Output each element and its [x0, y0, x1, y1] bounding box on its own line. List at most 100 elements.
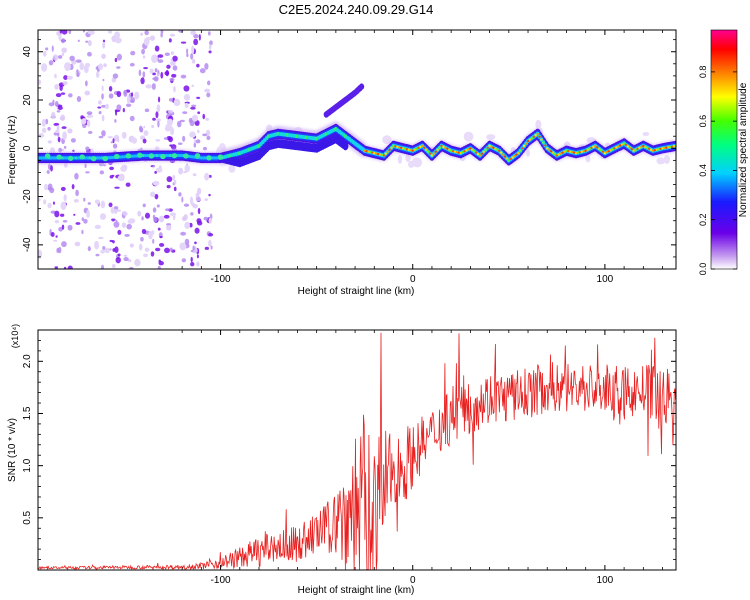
spectrogram-trace-peak	[547, 148, 551, 151]
snr-scale-label: (x10⁴)	[10, 324, 20, 348]
spectrogram-frame	[37, 29, 677, 270]
spectrogram-trace-peak	[453, 150, 457, 153]
spectrogram-trace-peak	[405, 148, 409, 151]
spectrogram-noise-blob	[157, 227, 161, 231]
spectrogram-noise-blob	[168, 38, 172, 43]
spectrogram-x-tick-label: 0	[410, 274, 416, 285]
spectrogram-trace-peak	[582, 150, 585, 153]
spectrogram-trace-peak	[415, 147, 418, 150]
spectrogram-trace-peak	[451, 150, 455, 153]
spectrogram-noise-blob	[110, 141, 114, 144]
spectrogram-trace-peak	[588, 147, 591, 150]
spectrogram-noise-blob	[52, 201, 55, 205]
spectrogram-noise-speck	[100, 200, 106, 209]
spectrogram-noise-blob	[108, 93, 114, 99]
spectrogram-halo-speck	[585, 155, 591, 163]
spectrogram-noise-blob	[86, 111, 93, 115]
spectrogram-trace-peak	[486, 146, 489, 149]
spectrogram-trace-peak	[526, 139, 530, 143]
spectrogram-trace-spot	[160, 153, 166, 160]
spectrogram-noise-speck	[166, 118, 174, 126]
spectrogram-noise-blob	[74, 241, 81, 247]
spectrogram-trace-spot	[137, 152, 143, 158]
spectrogram-halo-speck	[535, 119, 542, 130]
spectrogram-x-tick-label: 100	[597, 274, 614, 285]
spectrogram-trace-peak	[459, 152, 462, 155]
spectrogram-noise-blob	[67, 265, 73, 269]
spectrogram-noise-blob	[130, 50, 136, 56]
spectrogram-trace-peak	[432, 152, 436, 155]
spectrogram-trace-peak	[607, 150, 610, 153]
spectrogram-noise-blob	[73, 198, 79, 203]
spectrogram-noise-blob	[101, 53, 106, 60]
spectrogram-noise-speck	[131, 137, 138, 144]
spectrogram-noise-blob	[190, 212, 194, 216]
spectrogram-trace-peak	[371, 151, 374, 154]
spectrogram-noise-blob	[206, 80, 211, 86]
spectrogram-noise-speck	[64, 62, 71, 72]
spectrogram-trace-peak	[628, 146, 632, 149]
spectrogram-noise-blob	[116, 90, 122, 98]
spectrogram-noise-blob	[207, 31, 211, 36]
spectrogram-noise-speck	[99, 213, 107, 220]
spectrogram-noise-blob	[195, 139, 201, 144]
spectrogram-trace-peak	[467, 148, 470, 151]
spectrogram-noise-speck	[94, 224, 101, 229]
spectrogram-noise-speck	[127, 219, 133, 224]
spectrogram-noise-blob	[186, 48, 189, 55]
spectrogram-trace-spot	[194, 153, 201, 159]
spectrogram-trace-peak	[576, 151, 580, 154]
spectrogram-noise-blob	[99, 170, 105, 175]
spectrogram-noise-speck	[145, 84, 153, 89]
spectrogram-trace-peak	[626, 145, 630, 148]
spectrogram-noise-blob	[58, 147, 63, 153]
spectrogram-noise-speck	[184, 102, 189, 109]
spectrogram-trace-peak	[609, 149, 612, 152]
spectrogram-trace-peak	[476, 152, 480, 156]
spectrogram-noise-blob	[149, 35, 155, 41]
spectrogram-trace-peak	[515, 153, 518, 156]
spectrogram-noise-blob	[115, 219, 118, 223]
snr-y-tick-label: 1.5	[22, 406, 33, 420]
spectrogram-trace-peak	[592, 145, 595, 148]
spectrogram-noise-blob	[57, 136, 61, 143]
spectrogram-noise-blob	[158, 259, 161, 263]
spectrogram-noise-blob	[170, 58, 173, 61]
spectrogram-noise-blob	[203, 216, 209, 221]
spectrogram-noise-blob	[194, 241, 197, 245]
spectrogram-noise-blob	[208, 193, 211, 197]
spectrogram-trace-spot	[217, 154, 224, 160]
spectrogram-noise-blob	[165, 208, 170, 212]
spectrogram-trace-peak	[365, 150, 368, 153]
spectrogram-halo-speck	[228, 164, 236, 173]
spectrogram-noise-blob	[158, 215, 165, 223]
spectrogram-noise-blob	[85, 80, 88, 87]
spectrogram-noise-blob	[111, 218, 116, 221]
spectrogram-trace-peak	[403, 147, 407, 150]
spectrogram-noise-speck	[38, 249, 43, 259]
spectrogram-branch-blob	[359, 83, 365, 90]
spectrogram-noise-blob	[168, 136, 173, 143]
spectrogram-noise-speck	[110, 206, 115, 214]
spectrogram-noise-blob	[190, 256, 193, 263]
spectrogram-noise-blob	[196, 254, 199, 259]
spectrogram-noise-blob	[140, 236, 144, 242]
spectrogram-noise-blob	[60, 92, 66, 95]
spectrogram-noise-blob	[54, 84, 59, 90]
spectrogram-noise-blob	[52, 54, 59, 61]
spectrogram-trace-spot	[90, 156, 97, 162]
spectrogram-noise-blob	[75, 189, 79, 197]
spectrogram-noise-speck	[38, 197, 41, 202]
spectrogram-trace-peak	[551, 151, 555, 154]
spectrogram-trace-peak	[388, 148, 391, 151]
spectrogram-trace-peak	[471, 148, 474, 151]
spectrogram-trace-peak	[511, 156, 514, 159]
spectrogram-noise-blob	[114, 246, 119, 254]
spectrogram-trace-peak	[559, 152, 562, 155]
spectrogram-noise-blob	[206, 92, 211, 98]
spectrogram-noise-blob	[114, 186, 120, 189]
spectrogram-trace-peak	[444, 146, 447, 149]
spectrogram-trace-peak	[530, 137, 534, 140]
colorbar-ticks: 0.0 0.2 0.4 0.6 0.8	[698, 66, 737, 275]
spectrogram-noise-blob	[74, 172, 79, 180]
